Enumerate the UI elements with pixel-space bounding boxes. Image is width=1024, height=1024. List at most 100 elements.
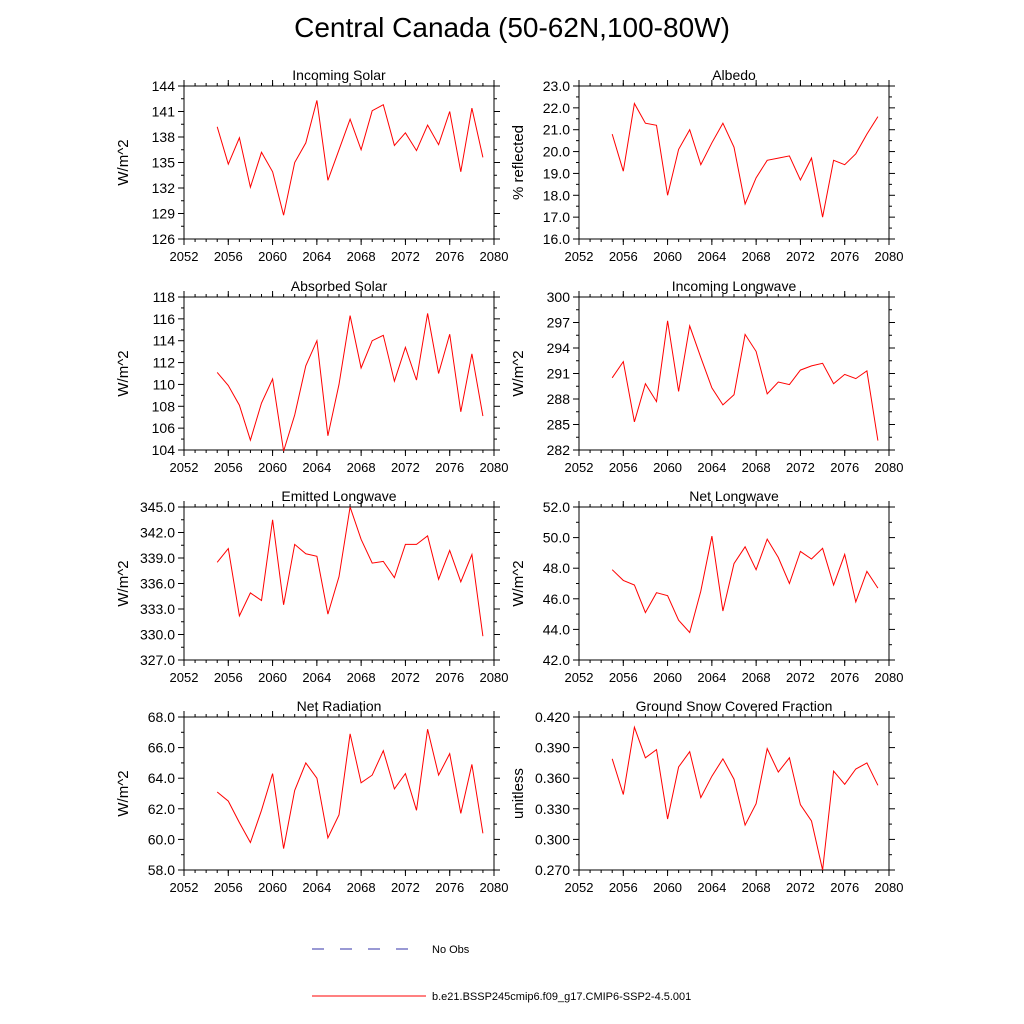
x-tick-label: 2064 [697, 880, 726, 895]
plot-frame [183, 716, 495, 871]
y-axis-label: W/m^2 [510, 350, 527, 396]
y-axis-label: W/m^2 [115, 560, 132, 606]
series-line [216, 313, 484, 452]
y-tick-label: 108 [152, 398, 176, 414]
x-tick-label: 2080 [875, 460, 904, 475]
y-tick-label: 300 [547, 289, 571, 305]
plot-frame [183, 85, 495, 240]
panels-group: Incoming Solar W/m^2 2052 2056 2060 2064 2068 2… [115, 67, 903, 895]
y-tick-label: 0.300 [535, 831, 570, 847]
panel-title: Albedo [712, 67, 756, 83]
y-tick-label: 64.0 [148, 770, 175, 786]
y-tick-label: 144 [152, 78, 176, 94]
plot-frame [578, 716, 890, 871]
x-tick-label: 2068 [742, 460, 771, 475]
y-tick-label: 336.0 [140, 576, 175, 592]
y-tick-label: 282 [547, 442, 571, 458]
y-axis-label: unitless [510, 768, 527, 819]
x-tick-label: 2080 [480, 249, 509, 264]
y-tick-label: 132 [152, 180, 176, 196]
series-line [216, 729, 484, 849]
x-tick-label: 2064 [697, 670, 726, 685]
x-tick-label: 2064 [302, 460, 331, 475]
y-tick-label: 129 [152, 206, 176, 222]
page-title: Central Canada (50-62N,100-80W) [294, 12, 730, 43]
y-tick-label: 141 [152, 104, 176, 120]
x-tick-label: 2064 [302, 670, 331, 685]
x-tick-label: 2060 [258, 880, 287, 895]
y-tick-label: 62.0 [148, 801, 175, 817]
x-tick-label: 2080 [480, 880, 509, 895]
y-tick-label: 42.0 [543, 652, 570, 668]
y-tick-label: 297 [547, 315, 571, 331]
y-tick-label: 288 [547, 391, 571, 407]
panel-title: Incoming Longwave [672, 278, 797, 294]
x-tick-label: 2068 [742, 670, 771, 685]
plot-frame [183, 506, 495, 661]
panel-7: Net Radiation W/m^2 2052 2056 2060 2064 2068 20… [115, 698, 508, 895]
plot-frame [578, 506, 890, 661]
x-tick-label: 2064 [302, 880, 331, 895]
y-axis-label: W/m^2 [115, 350, 132, 396]
x-tick-label: 2052 [170, 670, 199, 685]
x-tick-label: 2080 [875, 880, 904, 895]
x-tick-label: 2060 [653, 460, 682, 475]
y-tick-label: 17.0 [543, 209, 570, 225]
panel-title: Emitted Longwave [281, 488, 396, 504]
x-tick-label: 2060 [653, 880, 682, 895]
y-tick-label: 104 [152, 442, 176, 458]
y-tick-label: 0.420 [535, 709, 570, 725]
x-tick-label: 2080 [875, 670, 904, 685]
y-tick-label: 0.330 [535, 801, 570, 817]
y-tick-label: 50.0 [543, 530, 570, 546]
x-tick-label: 2052 [565, 460, 594, 475]
y-tick-label: 126 [152, 231, 176, 247]
y-tick-label: 0.390 [535, 740, 570, 756]
panel-4: Incoming Longwave W/m^2 2052 2056 2060 2064 20… [510, 278, 903, 475]
x-tick-label: 2068 [347, 249, 376, 264]
y-tick-label: 19.0 [543, 165, 570, 181]
y-tick-label: 66.0 [148, 740, 175, 756]
y-axis-label: W/m^2 [115, 770, 132, 816]
panel-title: Absorbed Solar [291, 278, 388, 294]
x-tick-label: 2076 [435, 249, 464, 264]
x-tick-label: 2076 [830, 249, 859, 264]
y-tick-label: 116 [153, 311, 176, 327]
y-tick-label: 20.0 [543, 144, 570, 160]
x-tick-label: 2056 [214, 880, 243, 895]
series-line [611, 536, 879, 634]
y-tick-label: 21.0 [543, 122, 570, 138]
x-tick-label: 2056 [609, 670, 638, 685]
x-tick-label: 2076 [830, 460, 859, 475]
y-tick-label: 135 [152, 155, 176, 171]
x-tick-label: 2056 [214, 670, 243, 685]
x-tick-label: 2064 [697, 460, 726, 475]
x-tick-label: 2052 [170, 249, 199, 264]
panel-2: Albedo % reflected 2052 2056 2060 2064 2068 207… [510, 67, 903, 264]
legend: No Obs b.e21.BSSP245cmip6.f09_g17.CMIP6-… [312, 944, 691, 1003]
y-tick-label: 138 [152, 129, 176, 145]
panel-title: Net Longwave [689, 488, 779, 504]
y-tick-label: 110 [153, 376, 176, 392]
plot-frame [183, 296, 495, 451]
x-tick-label: 2064 [302, 249, 331, 264]
panel-5: Emitted Longwave W/m^2 2052 2056 2060 2064 206… [115, 488, 508, 685]
panel-1: Incoming Solar W/m^2 2052 2056 2060 2064 2068 2… [115, 67, 508, 264]
x-tick-label: 2056 [214, 460, 243, 475]
x-tick-label: 2060 [653, 249, 682, 264]
x-tick-label: 2060 [653, 670, 682, 685]
x-tick-label: 2052 [170, 880, 199, 895]
legend-model-label: b.e21.BSSP245cmip6.f09_g17.CMIP6-SSP2-4.… [432, 991, 691, 1003]
y-tick-label: 44.0 [543, 621, 570, 637]
panel-title: Net Radiation [297, 698, 382, 714]
x-tick-label: 2080 [480, 670, 509, 685]
x-tick-label: 2076 [830, 670, 859, 685]
y-tick-label: 68.0 [148, 709, 175, 725]
x-tick-label: 2076 [435, 460, 464, 475]
y-tick-label: 0.270 [535, 862, 570, 878]
y-tick-label: 118 [153, 289, 176, 305]
x-tick-label: 2056 [609, 880, 638, 895]
y-tick-label: 333.0 [140, 601, 175, 617]
y-axis-label: W/m^2 [115, 139, 132, 185]
